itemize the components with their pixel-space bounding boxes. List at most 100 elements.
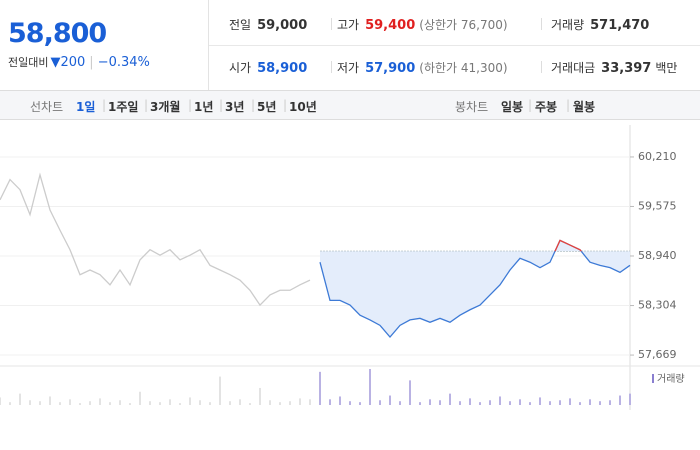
volume-bar [79, 403, 81, 405]
volume-bar [419, 402, 421, 405]
volume-bar [449, 393, 451, 405]
tab-group-label: 봉차트 [455, 100, 489, 114]
volume-bar [129, 403, 131, 405]
stat: 시가 58,900 [229, 59, 307, 76]
period-tab[interactable]: 3년 [225, 100, 245, 114]
volume-bar [169, 399, 171, 405]
stat-unit: 백만 [655, 61, 678, 75]
stat-label: 거래대금 [551, 61, 596, 75]
legend-label: 거래량 [657, 373, 685, 385]
tab-sep: | [283, 98, 288, 112]
volume-bar [589, 399, 591, 405]
stat-note: (상한가 76,700) [419, 18, 508, 32]
volume-bar [119, 400, 121, 405]
tab-sep: | [144, 98, 149, 112]
volume-bar [299, 398, 301, 405]
y-tick-label: 57,669 [638, 348, 677, 361]
period-tab[interactable]: 1일 [76, 100, 96, 114]
volume-bar [459, 401, 461, 405]
period-tab[interactable]: 5년 [257, 100, 277, 114]
tab-sep: | [528, 98, 533, 112]
volume-bar [259, 387, 261, 405]
volume-bar [399, 401, 401, 405]
col-divider [541, 61, 542, 73]
stat-value: 571,470 [590, 18, 650, 33]
col-divider [331, 18, 332, 30]
stat-value: 59,000 [257, 18, 308, 33]
stat-value: 59,400 [365, 18, 416, 33]
stat-label: 시가 [229, 61, 252, 75]
volume-bar [599, 401, 601, 405]
y-tick-label: 60,210 [638, 150, 677, 163]
change-value: ▼200 [50, 55, 86, 70]
volume-bar [409, 380, 411, 405]
period-tab[interactable]: 일봉 [501, 100, 524, 114]
volume-bar [479, 402, 481, 405]
volume-bar [239, 399, 241, 405]
period-tab[interactable]: 1년 [194, 100, 214, 114]
col-divider [541, 18, 542, 30]
stat-value: 58,900 [257, 61, 308, 76]
volume-bar [209, 402, 211, 405]
row-divider [209, 45, 700, 46]
volume-bar [359, 402, 361, 405]
volume-bar [529, 402, 531, 405]
stat-label: 거래량 [551, 18, 585, 32]
change: 전일대비 ▼200 | −0.34% [8, 55, 150, 70]
volume-bar [9, 402, 11, 405]
volume-bar [49, 396, 51, 405]
stat-label: 전일 [229, 18, 252, 32]
stat-note: (하한가 41,300) [419, 61, 508, 75]
volume-bar [229, 401, 231, 405]
tab-sep: | [219, 98, 224, 112]
volume-bar [549, 401, 551, 405]
change-label: 전일대비 [8, 56, 49, 69]
volume-bar [289, 401, 291, 405]
period-tab[interactable]: 10년 [289, 100, 317, 114]
period-tab[interactable]: 월봉 [573, 100, 596, 114]
stat: 고가 59,400 (상한가 76,700) [337, 16, 508, 33]
col-divider [331, 61, 332, 73]
period-tabs: 선차트 1일 1주일 | 3개월 | 1년 | 3년 | 5년 | 10년 | 봉차트 일봉 주봉 | 월봉 | [0, 90, 700, 120]
stat-value: 57,900 [365, 61, 416, 76]
volume-bar [269, 400, 271, 405]
price-line [0, 172, 311, 307]
volume-bar [329, 399, 331, 405]
volume-bar [349, 401, 351, 405]
period-tab[interactable]: 1주일 [108, 100, 139, 114]
tab-sep: | [251, 98, 256, 112]
current-price: 58,800 [8, 18, 107, 49]
volume-bar [569, 398, 571, 405]
volume-bar [149, 401, 151, 405]
stat-label: 고가 [337, 18, 360, 32]
stat: 전일 59,000 [229, 16, 307, 33]
volume-bar [309, 399, 311, 405]
volume-bar [159, 402, 161, 405]
stat: 거래대금 33,397 백만 [551, 59, 677, 76]
volume-bar [69, 399, 71, 405]
volume-bar [189, 397, 191, 405]
period-tab[interactable]: 주봉 [535, 100, 558, 114]
volume-bar [109, 402, 111, 405]
volume-bar [179, 403, 181, 405]
volume-bar [199, 400, 201, 405]
tab-group-label: 선차트 [30, 100, 64, 114]
volume-bar [59, 402, 61, 405]
volume-bar [249, 403, 251, 405]
volume-bar [29, 400, 31, 405]
volume-bar [99, 398, 101, 405]
legend-swatch [652, 374, 654, 383]
volume-bar [139, 391, 141, 405]
y-tick-label: 58,940 [638, 249, 677, 262]
tab-sep: | [566, 98, 571, 112]
period-tab[interactable]: 3개월 [150, 100, 181, 114]
volume-bar [559, 400, 561, 405]
volume-bar [619, 395, 621, 405]
volume-bar [469, 398, 471, 405]
volume-bar [519, 399, 521, 405]
volume-bar [89, 401, 91, 405]
stat: 거래량 571,470 [551, 16, 649, 33]
volume-bar [279, 402, 281, 405]
stat: 저가 57,900 (하한가 41,300) [337, 59, 508, 76]
